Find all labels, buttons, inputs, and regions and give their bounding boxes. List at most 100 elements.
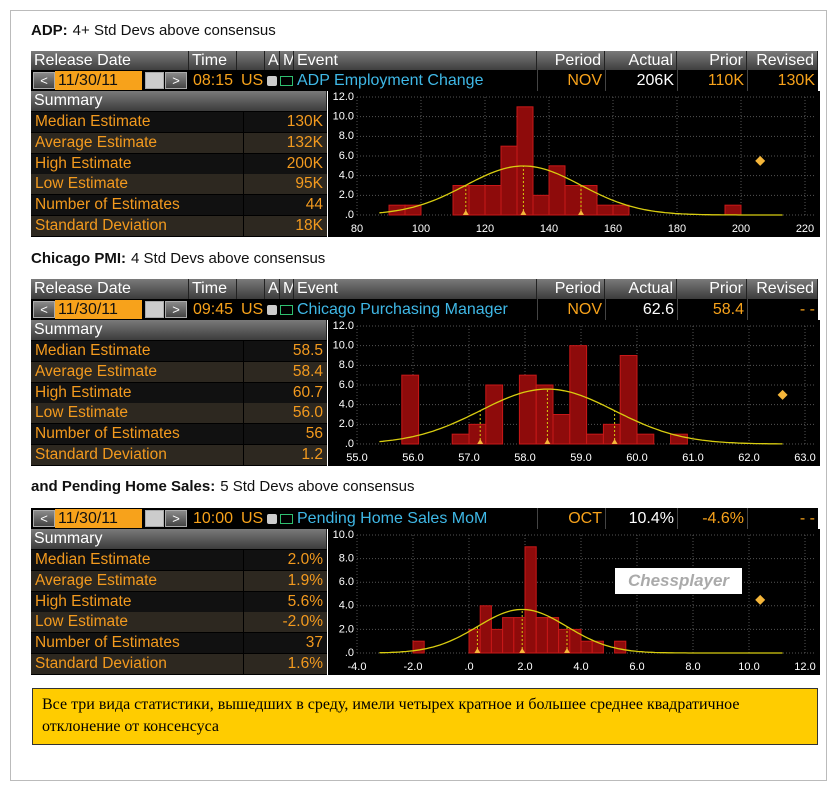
summary-label: Average Estimate (31, 132, 243, 153)
period: NOV (567, 301, 602, 318)
bar (724, 204, 742, 216)
country: US (241, 510, 264, 527)
x-tick-label: 61.0 (682, 452, 703, 464)
actual: 62.6 (642, 301, 674, 318)
x-tick-label: 140 (540, 223, 558, 235)
header-cell: A (265, 279, 280, 299)
summary-value: 95K (244, 174, 327, 195)
summary-label: Median Estimate (31, 341, 243, 361)
summary-label: High Estimate (31, 382, 243, 403)
x-tick-label: .0 (464, 661, 473, 673)
summary-label: Standard Deviation (31, 216, 243, 236)
heading: Chicago PMI: 4 Std Devs above consensus (31, 248, 325, 270)
x-tick-label: 10.0 (738, 661, 759, 673)
bar (479, 605, 492, 654)
prior: -4.6% (702, 510, 744, 527)
sd-marker (544, 439, 551, 444)
bar (636, 433, 655, 445)
y-tick-label: 12.0 (333, 91, 354, 103)
mail-icon (280, 514, 293, 524)
header-cell: Prior (677, 51, 747, 71)
next-button: > (165, 72, 187, 89)
bar (401, 374, 420, 445)
heading: and Pending Home Sales: 5 Std Devs above … (31, 476, 415, 498)
y-tick-label: 8.0 (339, 130, 354, 142)
x-tick-label: 220 (796, 223, 814, 235)
separator (537, 299, 538, 320)
next-button: > (165, 301, 187, 318)
period: NOV (567, 72, 602, 89)
summary-value: 1.2 (244, 445, 327, 465)
actual: 10.4% (628, 510, 674, 527)
x-tick-label: -4.0 (348, 661, 367, 673)
header-cell: Actual (605, 279, 677, 299)
histogram-chart: .0 2.0 4.0 6.0 8.0 10.0 12.0 80 100 120 140 160 180 2… (328, 91, 820, 237)
y-tick-label: 8.0 (339, 553, 354, 565)
header-cell (237, 279, 265, 299)
summary-value: 56.0 (244, 403, 327, 424)
row-bg (31, 70, 818, 91)
summary-value: 2.0% (244, 550, 327, 570)
x-tick-label: 200 (732, 223, 750, 235)
separator (605, 70, 606, 91)
x-tick-label: 57.0 (458, 452, 479, 464)
x-tick-label: 2.0 (517, 661, 532, 673)
time: 09:45 (193, 301, 234, 318)
sd-marker (462, 210, 469, 215)
heading-text: 4+ Std Devs above consensus (72, 22, 276, 39)
separator (605, 508, 606, 529)
y-tick-label: .0 (345, 438, 354, 450)
speaker-icon (267, 305, 277, 315)
summary-value: 37 (244, 633, 327, 654)
y-tick-label: 10.0 (333, 340, 354, 352)
x-tick-label: 60.0 (626, 452, 647, 464)
bar (513, 617, 526, 654)
speaker-icon (267, 76, 277, 86)
bar (490, 628, 504, 654)
normal-curve (379, 608, 783, 654)
x-tick-label: 12.0 (794, 661, 815, 673)
y-tick-label: .0 (345, 647, 354, 659)
prev-button: < (33, 510, 55, 527)
normal-curve (379, 388, 783, 445)
summary-value: 132K (244, 132, 327, 153)
y-tick-label: 10.0 (333, 529, 354, 541)
bar (485, 384, 504, 445)
x-tick-label: 80 (351, 223, 363, 235)
summary-value: 58.5 (244, 341, 327, 361)
bar (670, 433, 688, 445)
header-cell: Period (537, 279, 605, 299)
header-cell: Revised (747, 51, 818, 71)
separator (605, 299, 606, 320)
sd-marker (578, 210, 584, 215)
sd-marker (611, 439, 618, 444)
bar (580, 185, 598, 216)
separator (677, 299, 678, 320)
x-tick-label: 180 (668, 223, 686, 235)
bar (484, 185, 502, 216)
y-tick-label: 4.0 (339, 399, 354, 411)
summary-label: Number of Estimates (31, 633, 243, 654)
bar (535, 384, 554, 445)
bar (586, 433, 604, 445)
summary-value: 18K (244, 216, 327, 236)
bar (518, 374, 537, 445)
summary-label: Median Estimate (31, 550, 243, 570)
bar (502, 617, 515, 654)
bar (451, 433, 470, 445)
separator (747, 70, 748, 91)
y-tick-label: .0 (345, 209, 354, 221)
x-tick-label: 55.0 (346, 452, 367, 464)
bar (596, 204, 614, 216)
mail-icon (280, 305, 293, 315)
period: OCT (568, 510, 602, 527)
header-cell: Release Date (31, 279, 189, 299)
time: 10:00 (193, 510, 234, 527)
heading: ADP: 4+ Std Devs above consensus (31, 20, 276, 42)
revised: - - (799, 301, 815, 318)
sd-marker (474, 648, 481, 653)
separator (537, 508, 538, 529)
x-tick-label: 100 (412, 223, 430, 235)
watermark: Chessplayer (615, 568, 742, 594)
histogram-chart: .0 2.0 4.0 6.0 8.0 10.0 -4.0 -2.0 .0 2.0 4.0 6.0 8.0… (328, 529, 820, 675)
